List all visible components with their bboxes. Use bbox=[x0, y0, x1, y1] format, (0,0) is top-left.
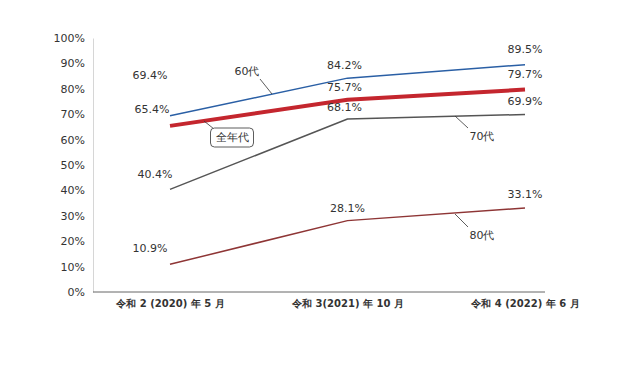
y-tick: 20% bbox=[61, 235, 93, 248]
y-tick: 90% bbox=[61, 57, 93, 70]
series-line bbox=[170, 65, 525, 116]
data-label: 33.1% bbox=[508, 188, 543, 201]
data-label: 75.7% bbox=[327, 81, 362, 94]
series-name: 全年代 bbox=[216, 131, 249, 144]
x-tick: 令和 2 (2020) 年 5 月 bbox=[115, 292, 224, 309]
chart: 0% 10% 20% 30% 40% 50% 60% 70% 80% 90% 100% 令和 2 (2… bbox=[0, 0, 640, 390]
y-tick: 40% bbox=[61, 184, 93, 197]
x-tick-label: 令和 2 (2020) 年 5 月 bbox=[115, 298, 224, 309]
y-tick: 0% bbox=[68, 286, 93, 299]
leader-line bbox=[260, 79, 272, 94]
y-tick-label: 70% bbox=[61, 108, 85, 121]
data-label: 40.4% bbox=[138, 168, 173, 181]
leader-line bbox=[455, 214, 468, 227]
series-line bbox=[170, 90, 525, 126]
series-name: 60代 bbox=[235, 65, 260, 78]
y-tick: 70% bbox=[61, 108, 93, 121]
y-axis: 0% 10% 20% 30% 40% 50% 60% 70% 80% 90% 100% bbox=[54, 32, 94, 299]
y-tick-label: 20% bbox=[61, 235, 85, 248]
data-label: 79.7% bbox=[508, 68, 543, 81]
x-axis: 令和 2 (2020) 年 5 月 令和 3(2021) 年 10 月 令和 4 (… bbox=[115, 292, 579, 309]
x-tick: 令和 4 (2022) 年 6 月 bbox=[470, 292, 579, 309]
series-line bbox=[170, 114, 525, 189]
data-label: 28.1% bbox=[330, 202, 365, 215]
y-tick-label: 0% bbox=[68, 286, 85, 299]
data-label: 10.9% bbox=[133, 242, 168, 255]
x-tick-label: 令和 4 (2022) 年 6 月 bbox=[470, 298, 579, 309]
y-tick-label: 50% bbox=[61, 159, 85, 172]
y-tick-label: 30% bbox=[61, 210, 85, 223]
data-label: 65.4% bbox=[135, 103, 170, 116]
y-tick: 30% bbox=[61, 210, 93, 223]
x-tick: 令和 3(2021) 年 10 月 bbox=[291, 292, 404, 309]
y-tick-label: 100% bbox=[54, 32, 85, 45]
y-tick-label: 90% bbox=[61, 57, 85, 70]
y-tick: 50% bbox=[61, 159, 93, 172]
data-label: 69.4% bbox=[133, 69, 168, 82]
y-tick: 60% bbox=[61, 134, 93, 147]
annotations: 69.4% 84.2% 89.5% 65.4% 75.7% 79.7% 40.4% 68.1%… bbox=[133, 43, 543, 256]
leader-line bbox=[455, 116, 468, 128]
series-line bbox=[170, 208, 525, 264]
y-tick-label: 60% bbox=[61, 134, 85, 147]
plot-area bbox=[170, 65, 525, 265]
leader-line bbox=[204, 121, 214, 129]
y-tick-label: 10% bbox=[61, 261, 85, 274]
y-axis-line bbox=[93, 39, 94, 293]
y-tick: 10% bbox=[61, 261, 93, 274]
y-tick-label: 40% bbox=[61, 184, 85, 197]
data-label: 89.5% bbox=[508, 43, 543, 56]
series-name-box bbox=[211, 128, 254, 147]
x-tick-label: 令和 3(2021) 年 10 月 bbox=[291, 298, 404, 309]
x-axis-line bbox=[93, 292, 545, 293]
data-label: 69.9% bbox=[508, 95, 543, 108]
y-tick: 100% bbox=[54, 32, 93, 45]
y-tick: 80% bbox=[61, 83, 93, 96]
series-name: 80代 bbox=[470, 229, 495, 242]
series-name: 70代 bbox=[470, 130, 495, 143]
y-tick-label: 80% bbox=[61, 83, 85, 96]
data-label: 68.1% bbox=[327, 101, 362, 114]
data-label: 84.2% bbox=[327, 59, 362, 72]
